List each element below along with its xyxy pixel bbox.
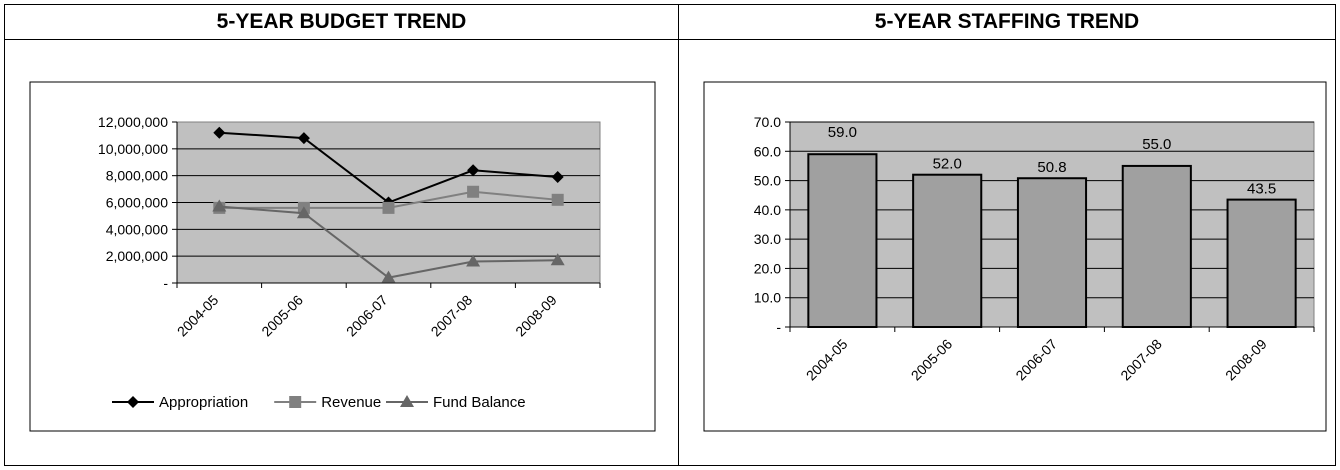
- staffing-bar: [807, 153, 878, 329]
- staffing-trend-chart: - 10.0 20.0 30.0 40.0 50.0 60.0 70.0 59.0 52.0 50.…: [703, 81, 1327, 432]
- staffing-bar: [912, 173, 983, 328]
- budget-point-revenue: [467, 185, 480, 198]
- budget-point-appropriation: [213, 126, 226, 139]
- staffing-y-tick-label: 10.0: [754, 290, 781, 306]
- staffing-bar: [1121, 164, 1192, 328]
- budget-point-appropriation: [297, 132, 310, 145]
- budget-point-appropriation: [551, 171, 564, 184]
- staffing-trend-panel: 5-YEAR STAFFING TREND - 10.0 20.0 30.0 40.0 5…: [678, 4, 1336, 466]
- legend-marker: [127, 396, 139, 408]
- staffing-y-tick-label: 60.0: [754, 143, 781, 159]
- staffing-y-tick-label: 40.0: [754, 202, 781, 218]
- budget-y-tick-label: 10,000,000: [98, 141, 168, 157]
- legend-label: Revenue: [321, 394, 381, 411]
- budget-y-tick-label: -: [163, 275, 168, 291]
- budget-point-fund-balance: [550, 253, 565, 266]
- staffing-y-tick-label: 70.0: [754, 114, 781, 130]
- budget-trend-chart: - 2,000,000 4,000,000 6,000,000 8,000,000 10,…: [29, 81, 656, 432]
- staffing-data-label: 50.8: [1037, 159, 1066, 176]
- legend-label: Fund Balance: [433, 394, 526, 411]
- budget-y-tick-label: 4,000,000: [106, 221, 168, 237]
- staffing-y-tick-label: 30.0: [754, 231, 781, 247]
- budget-y-tick-label: 8,000,000: [106, 168, 168, 184]
- staffing-trend-title: 5-YEAR STAFFING TREND: [679, 5, 1335, 40]
- staffing-y-tick-label: 50.0: [754, 173, 781, 189]
- budget-trend-title: 5-YEAR BUDGET TREND: [5, 5, 678, 40]
- legend-label: Appropriation: [159, 394, 248, 411]
- staffing-bar: [1226, 198, 1297, 329]
- budget-trend-panel: 5-YEAR BUDGET TREND - 2,000,000 4,000,000 6…: [4, 4, 679, 466]
- budget-legend-fund-balance: Fund Balance: [386, 394, 526, 411]
- budget-y-tick-label: 12,000,000: [98, 114, 168, 130]
- budget-series-revenue: [213, 185, 564, 214]
- budget-legend-revenue: Revenue: [274, 394, 381, 411]
- budget-point-revenue: [382, 201, 395, 214]
- budget-y-tick-label: 2,000,000: [106, 248, 168, 264]
- staffing-data-label: 59.0: [828, 124, 857, 141]
- budget-point-revenue: [551, 193, 564, 206]
- staffing-y-tick-label: -: [776, 319, 781, 335]
- budget-point-fund-balance: [466, 254, 481, 267]
- budget-point-fund-balance: [212, 199, 227, 212]
- staffing-data-label: 55.0: [1142, 136, 1171, 153]
- staffing-data-label: 43.5: [1247, 181, 1276, 198]
- staffing-y-tick-label: 20.0: [754, 260, 781, 276]
- legend-marker: [289, 396, 302, 408]
- legend-marker: [400, 395, 414, 407]
- budget-point-fund-balance: [296, 206, 311, 219]
- budget-legend-appropriation: Appropriation: [112, 394, 248, 411]
- budget-point-appropriation: [467, 164, 480, 177]
- staffing-bar: [1016, 177, 1088, 328]
- budget-series-fund-balance: [212, 199, 565, 283]
- budget-y-tick-label: 6,000,000: [106, 195, 168, 211]
- budget-point-fund-balance: [381, 270, 396, 283]
- staffing-data-label: 52.0: [933, 156, 962, 173]
